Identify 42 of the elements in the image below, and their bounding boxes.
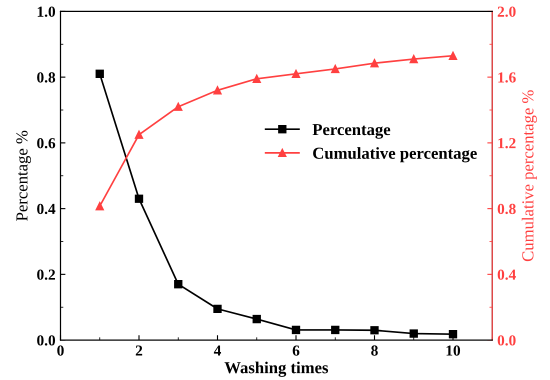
point [213,304,222,314]
y-tick-label: 0.0 [37,335,56,346]
legend-label: Cumulative percentage [313,147,477,162]
point [174,280,182,288]
point [370,59,379,68]
y-tick-label: 0.8 [37,72,56,83]
point [174,102,182,111]
y-tick-label: 1.0 [38,6,56,17]
y-tick-label: 0.2 [37,270,55,280]
point [292,70,300,78]
point [252,314,261,324]
point [213,86,222,94]
point [96,202,104,210]
y2-axis-title: Cumulative percentage % [522,90,537,262]
x-tick-label: 8 [371,345,378,356]
point [410,54,418,64]
y2-tick-label: 0.0 [498,335,516,346]
point [292,326,300,334]
x-tick-label: 4 [214,346,222,356]
y2-tick-label: 0.8 [498,204,516,214]
y-tick-label: 0.6 [37,138,56,148]
y2-tick-label: 2.0 [498,6,516,17]
point [410,329,418,338]
x-tick-label: 0 [57,345,64,356]
y2-tick-label: 1.6 [498,72,516,83]
y2-tick-label: 0.4 [498,270,516,280]
point [96,70,104,78]
point [448,52,458,60]
point [134,130,144,139]
legend-label: Percentage [312,124,390,139]
point [370,326,379,334]
x-axis-title: Washing times [224,362,328,377]
y2-tick-label: 1.2 [498,138,516,148]
point [134,194,144,203]
x-tick-label: 2 [136,345,142,356]
point [331,326,340,334]
x-tick-label: 6 [292,345,300,356]
y-tick-label: 0.4 [37,204,56,214]
point [331,64,340,74]
y-axis-title: Percentage % [16,130,31,221]
x-tick-label: 10 [446,345,460,356]
point [252,74,261,83]
